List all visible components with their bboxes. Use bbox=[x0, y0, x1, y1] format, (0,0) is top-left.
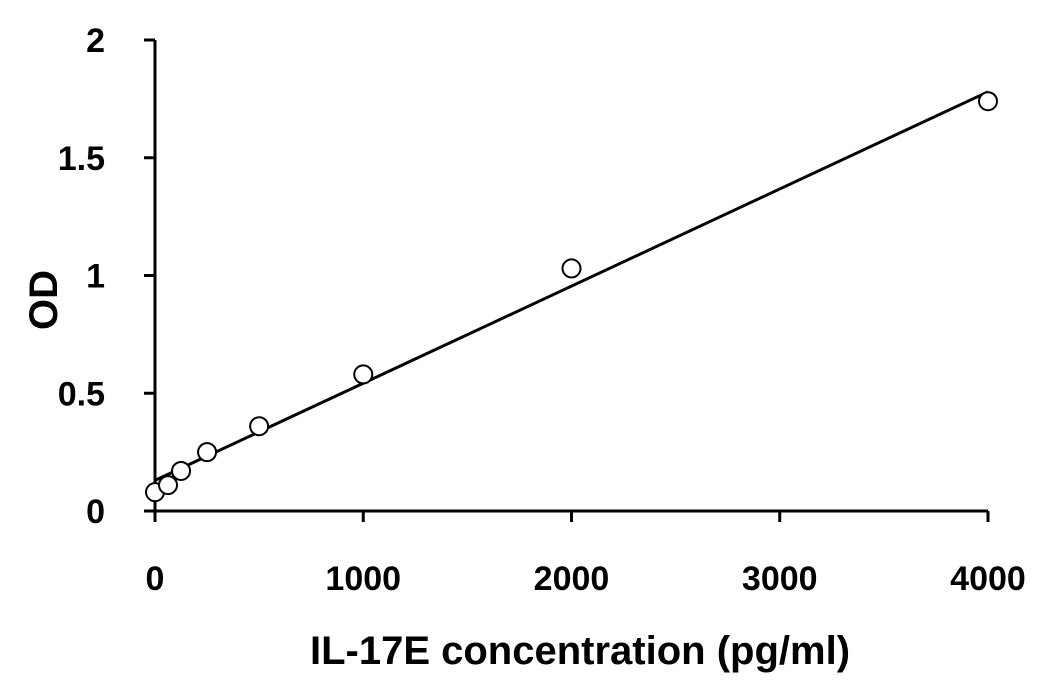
data-point bbox=[249, 416, 270, 437]
x-tick-label: 2000 bbox=[534, 560, 610, 598]
x-tick-label: 3000 bbox=[742, 560, 818, 598]
data-point bbox=[197, 442, 218, 463]
data-point bbox=[171, 460, 192, 481]
y-tick-label: 0 bbox=[86, 493, 105, 531]
x-tick-label: 4000 bbox=[950, 560, 1026, 598]
data-points bbox=[145, 91, 998, 503]
data-point bbox=[978, 91, 998, 112]
y-tick-label: 0.5 bbox=[58, 375, 105, 413]
y-tick-label: 1.5 bbox=[58, 140, 105, 178]
data-point bbox=[353, 364, 374, 385]
y-axis-title: OD bbox=[22, 270, 66, 330]
trendline-group bbox=[154, 90, 989, 482]
axes: 0 0.5 1 1.5 2 0 1000 2000 3000 4000 bbox=[58, 22, 1026, 598]
trendline bbox=[154, 90, 989, 482]
data-point bbox=[158, 475, 179, 496]
x-axis-title: IL-17E concentration (pg/ml) bbox=[310, 629, 850, 673]
data-point bbox=[561, 258, 582, 279]
y-tick-label: 2 bbox=[86, 22, 105, 60]
y-tick-label: 1 bbox=[86, 258, 105, 296]
x-tick-label: 1000 bbox=[325, 560, 401, 598]
x-tick-label: 0 bbox=[146, 560, 165, 598]
